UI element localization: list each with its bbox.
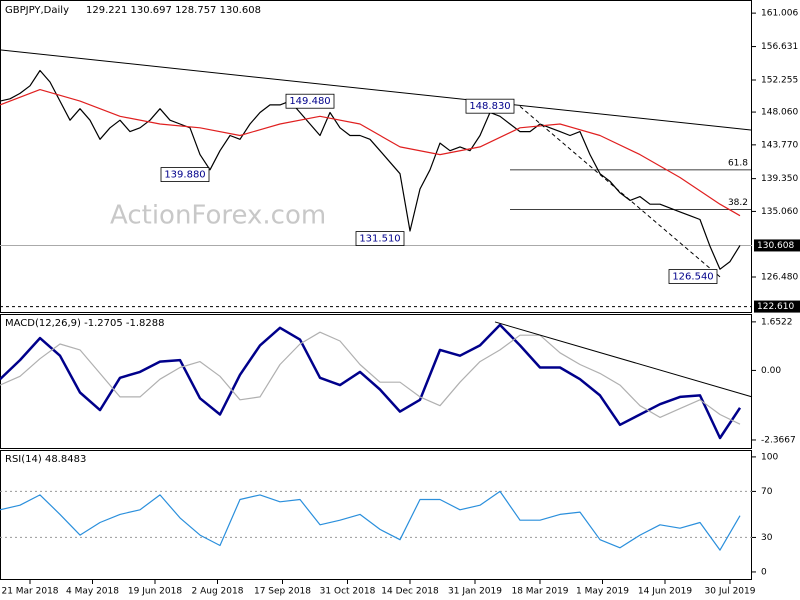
y-tick-label: 135.060: [761, 207, 798, 217]
x-tick-label: 14 Jun 2019: [638, 587, 692, 597]
x-tick-label: 21 Mar 2018: [1, 587, 58, 597]
x-tick-label: 14 Dec 2018: [381, 587, 439, 597]
y-tick-label: 126.480: [761, 272, 798, 282]
price-tag: [754, 300, 800, 313]
trendline: [0, 49, 753, 131]
series-line: [0, 490, 741, 551]
y-tick-label: 0: [761, 567, 767, 577]
y-tick-label: 139.350: [761, 174, 798, 184]
annotation-box: [465, 98, 515, 114]
series-line: [0, 323, 742, 440]
annotation-box: [160, 167, 210, 182]
watermark: ActionForex.com: [110, 201, 326, 231]
x-tick-label: 31 Jan 2019: [448, 587, 502, 597]
y-tick-label: 100: [761, 452, 778, 462]
y-tick-label: 143.770: [761, 140, 798, 150]
chart-subtitle: 129.221 130.697 128.757 130.608: [86, 5, 261, 16]
y-tick-label: 70: [761, 487, 773, 497]
panel-frame: [0, 450, 752, 580]
trendline: [494, 321, 753, 398]
x-tick-label: 30 Jul 2019: [705, 587, 756, 597]
annotation-box: [668, 269, 718, 284]
annotation-label: 126.540: [672, 272, 713, 283]
annotation-label: 139.880: [164, 170, 205, 181]
panel-frame: [0, 314, 752, 449]
annotation-box: [355, 231, 405, 246]
y-tick-label: 148.060: [761, 108, 798, 118]
x-tick-label: 17 Sep 2018: [254, 587, 311, 597]
price-tag: [754, 239, 800, 252]
annotation-label: 148.830: [469, 101, 510, 112]
fib-level-label: 61.8: [728, 158, 748, 168]
fib-level-label: 38.2: [728, 198, 748, 208]
y-tick-label: 156.631: [761, 42, 798, 52]
annotation-label: 131.510: [359, 234, 400, 245]
x-tick-label: 31 Oct 2018: [320, 587, 376, 597]
y-tick-label: 0.00: [761, 366, 781, 376]
x-tick-label: 4 May 2018: [66, 587, 119, 597]
y-tick-label: 30: [761, 533, 773, 543]
price-tag-label: 130.608: [757, 241, 794, 251]
series-line: [0, 89, 741, 217]
panel-frame: [0, 0, 752, 313]
x-tick-label: 18 Mar 2019: [511, 587, 568, 597]
macd-title: MACD(12,26,9) -1.2705 -1.8288: [5, 318, 165, 329]
trendline: [519, 106, 721, 278]
price-tag-label: 122.610: [757, 302, 794, 312]
annotation-label: 149.480: [289, 96, 330, 107]
y-tick-label: 1.6522: [761, 317, 793, 327]
series-line: [0, 331, 741, 425]
x-tick-label: 2 Aug 2018: [192, 587, 244, 597]
rsi-title: RSI(14) 48.8483: [5, 454, 86, 465]
y-tick-label: 161.006: [761, 9, 798, 19]
y-tick-label: -2.3667: [761, 435, 796, 445]
chart-title: GBPJPY,Daily: [5, 5, 69, 16]
y-tick-label: 152.255: [761, 76, 798, 86]
x-tick-label: 19 Jun 2018: [128, 587, 182, 597]
x-tick-label: 1 May 2019: [576, 587, 629, 597]
annotation-box: [285, 93, 335, 109]
